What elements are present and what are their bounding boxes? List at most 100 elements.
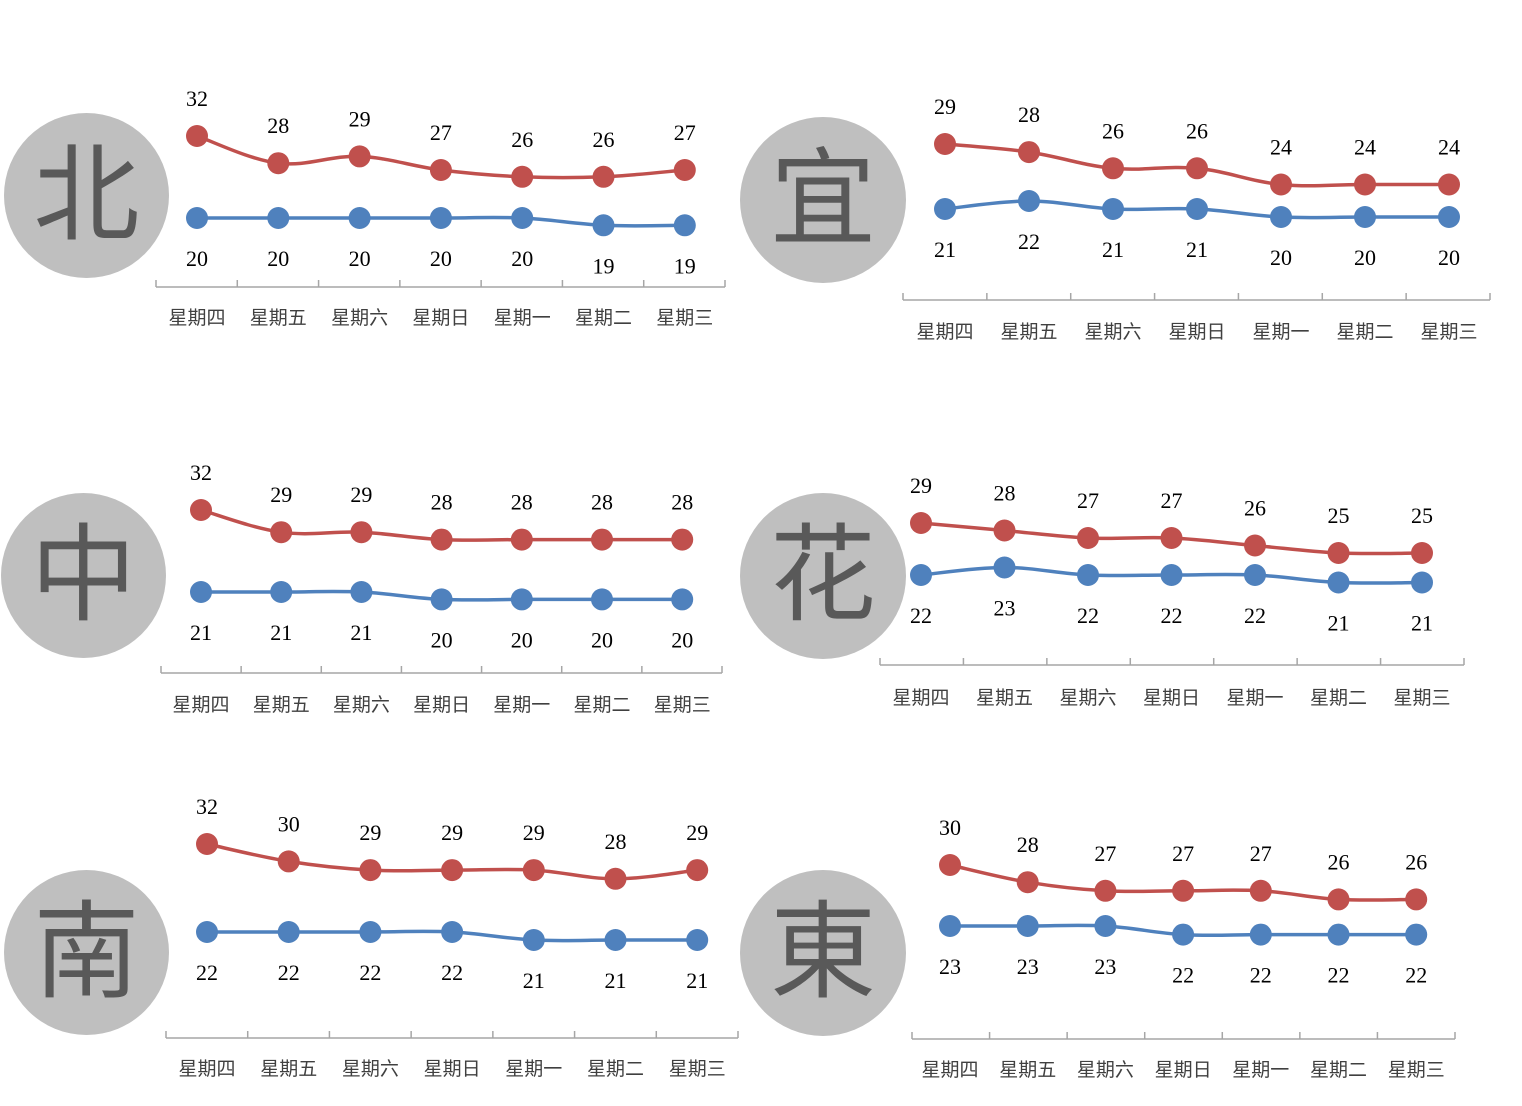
data-label-high: 26 (1244, 496, 1266, 521)
data-label-high: 28 (591, 490, 613, 515)
data-point-low (1411, 571, 1433, 594)
x-tick-label: 星期四 (916, 321, 973, 343)
data-point-high (686, 859, 709, 882)
data-label-low: 20 (1270, 245, 1292, 270)
x-tick-label: 星期三 (669, 1058, 726, 1080)
chart-central: 星期四 星期五 星期六 星期日 星期一 星期二 星期三 32 29 29 28 28 28 28 21 21 2… (160, 460, 723, 716)
data-label-low: 20 (511, 627, 533, 652)
x-tick-label: 星期二 (1310, 1059, 1367, 1081)
data-point-high (591, 528, 613, 551)
data-point-high (350, 521, 373, 544)
x-tick-label: 星期五 (976, 687, 1033, 709)
data-label-low: 22 (1328, 963, 1350, 988)
data-label-high: 29 (270, 482, 292, 507)
data-point-high (1160, 527, 1183, 549)
data-point-high (430, 528, 453, 551)
data-point-high (671, 528, 694, 551)
data-point-high (1411, 542, 1433, 564)
data-label-low: 20 (1438, 245, 1460, 270)
data-point-high (429, 159, 452, 181)
data-label-high: 29 (350, 482, 372, 507)
data-point-high (1018, 141, 1040, 164)
data-point-high (267, 152, 290, 175)
data-label-low: 23 (939, 954, 961, 979)
data-point-high (1438, 173, 1460, 196)
data-point-low (277, 921, 300, 943)
data-label-low: 23 (1094, 954, 1116, 979)
x-tick-label: 星期三 (1388, 1059, 1445, 1081)
x-tick-label: 星期一 (1226, 687, 1283, 709)
data-point-high (1186, 157, 1208, 180)
x-tick-label: 星期二 (573, 694, 630, 716)
x-tick-label: 星期四 (892, 687, 949, 709)
data-label-low: 22 (910, 603, 932, 628)
chart-south: 星期四 星期五 星期六 星期日 星期一 星期二 星期三 32 30 29 29 29 28 29 22 22 2… (165, 794, 739, 1080)
data-point-low (1186, 198, 1208, 220)
data-label-high: 28 (1018, 102, 1040, 127)
data-label-high: 27 (430, 120, 452, 145)
data-point-low (1160, 564, 1183, 586)
x-tick-label: 星期四 (178, 1058, 235, 1080)
data-point-high (270, 521, 293, 544)
data-label-high: 28 (605, 829, 627, 854)
x-tick-label: 星期日 (1168, 321, 1225, 343)
data-point-high (673, 159, 696, 181)
data-point-high (910, 512, 932, 534)
data-label-high: 28 (1017, 832, 1039, 857)
data-point-low (1018, 190, 1040, 212)
x-tick-label: 星期一 (493, 694, 550, 716)
data-point-low (604, 929, 627, 951)
data-label-high: 29 (359, 820, 381, 845)
data-point-high (1270, 173, 1292, 196)
data-point-low (186, 207, 208, 229)
data-label-low: 20 (267, 246, 289, 271)
data-point-low (671, 588, 694, 611)
data-label-low: 19 (593, 253, 615, 278)
data-point-low (1438, 206, 1460, 228)
data-point-high (190, 499, 212, 521)
data-label-high: 24 (1354, 135, 1376, 160)
x-tick-label: 星期五 (1000, 321, 1057, 343)
data-label-low: 20 (431, 627, 453, 652)
data-label-high: 27 (1094, 841, 1116, 866)
x-tick-label: 星期二 (1336, 321, 1393, 343)
data-point-high (1249, 879, 1272, 902)
data-label-high: 29 (349, 106, 371, 131)
data-label-low: 22 (1244, 603, 1266, 628)
x-tick-label: 星期五 (260, 1058, 317, 1080)
data-point-low (1102, 198, 1124, 220)
x-tick-label: 星期三 (654, 694, 711, 716)
data-label-low: 21 (270, 620, 292, 645)
data-point-low (190, 581, 212, 603)
data-point-low (350, 581, 373, 603)
chart-hualien: 星期四 星期五 星期六 星期日 星期一 星期二 星期三 29 28 27 27 26 25 25 22 23 2… (879, 473, 1465, 709)
data-label-high: 30 (939, 815, 961, 840)
x-tick-label: 星期一 (494, 307, 551, 329)
data-point-high (522, 859, 545, 882)
x-tick-label: 星期五 (250, 307, 307, 329)
x-tick-label: 星期六 (333, 694, 390, 716)
data-point-high (1244, 534, 1266, 557)
region-badge-east: 東 (740, 870, 906, 1036)
data-point-high (1016, 871, 1039, 894)
x-tick-label: 星期三 (1420, 321, 1477, 343)
data-label-low: 22 (1405, 963, 1427, 988)
data-label-high: 29 (934, 94, 956, 119)
data-point-high (511, 165, 534, 188)
data-point-low (1354, 206, 1376, 228)
data-point-low (1249, 923, 1272, 946)
data-point-low (430, 588, 453, 611)
data-point-low (441, 921, 464, 943)
x-tick-label: 星期日 (1155, 1059, 1212, 1081)
data-label-low: 23 (994, 596, 1016, 621)
data-label-high: 27 (674, 120, 696, 145)
data-label-low: 22 (1250, 963, 1272, 988)
data-point-high (1354, 173, 1376, 196)
data-point-low (592, 214, 615, 237)
data-label-high: 32 (190, 460, 212, 485)
data-label-low: 20 (430, 246, 452, 271)
data-point-low (196, 921, 218, 943)
data-point-high (196, 833, 218, 855)
data-point-low (1016, 915, 1039, 937)
